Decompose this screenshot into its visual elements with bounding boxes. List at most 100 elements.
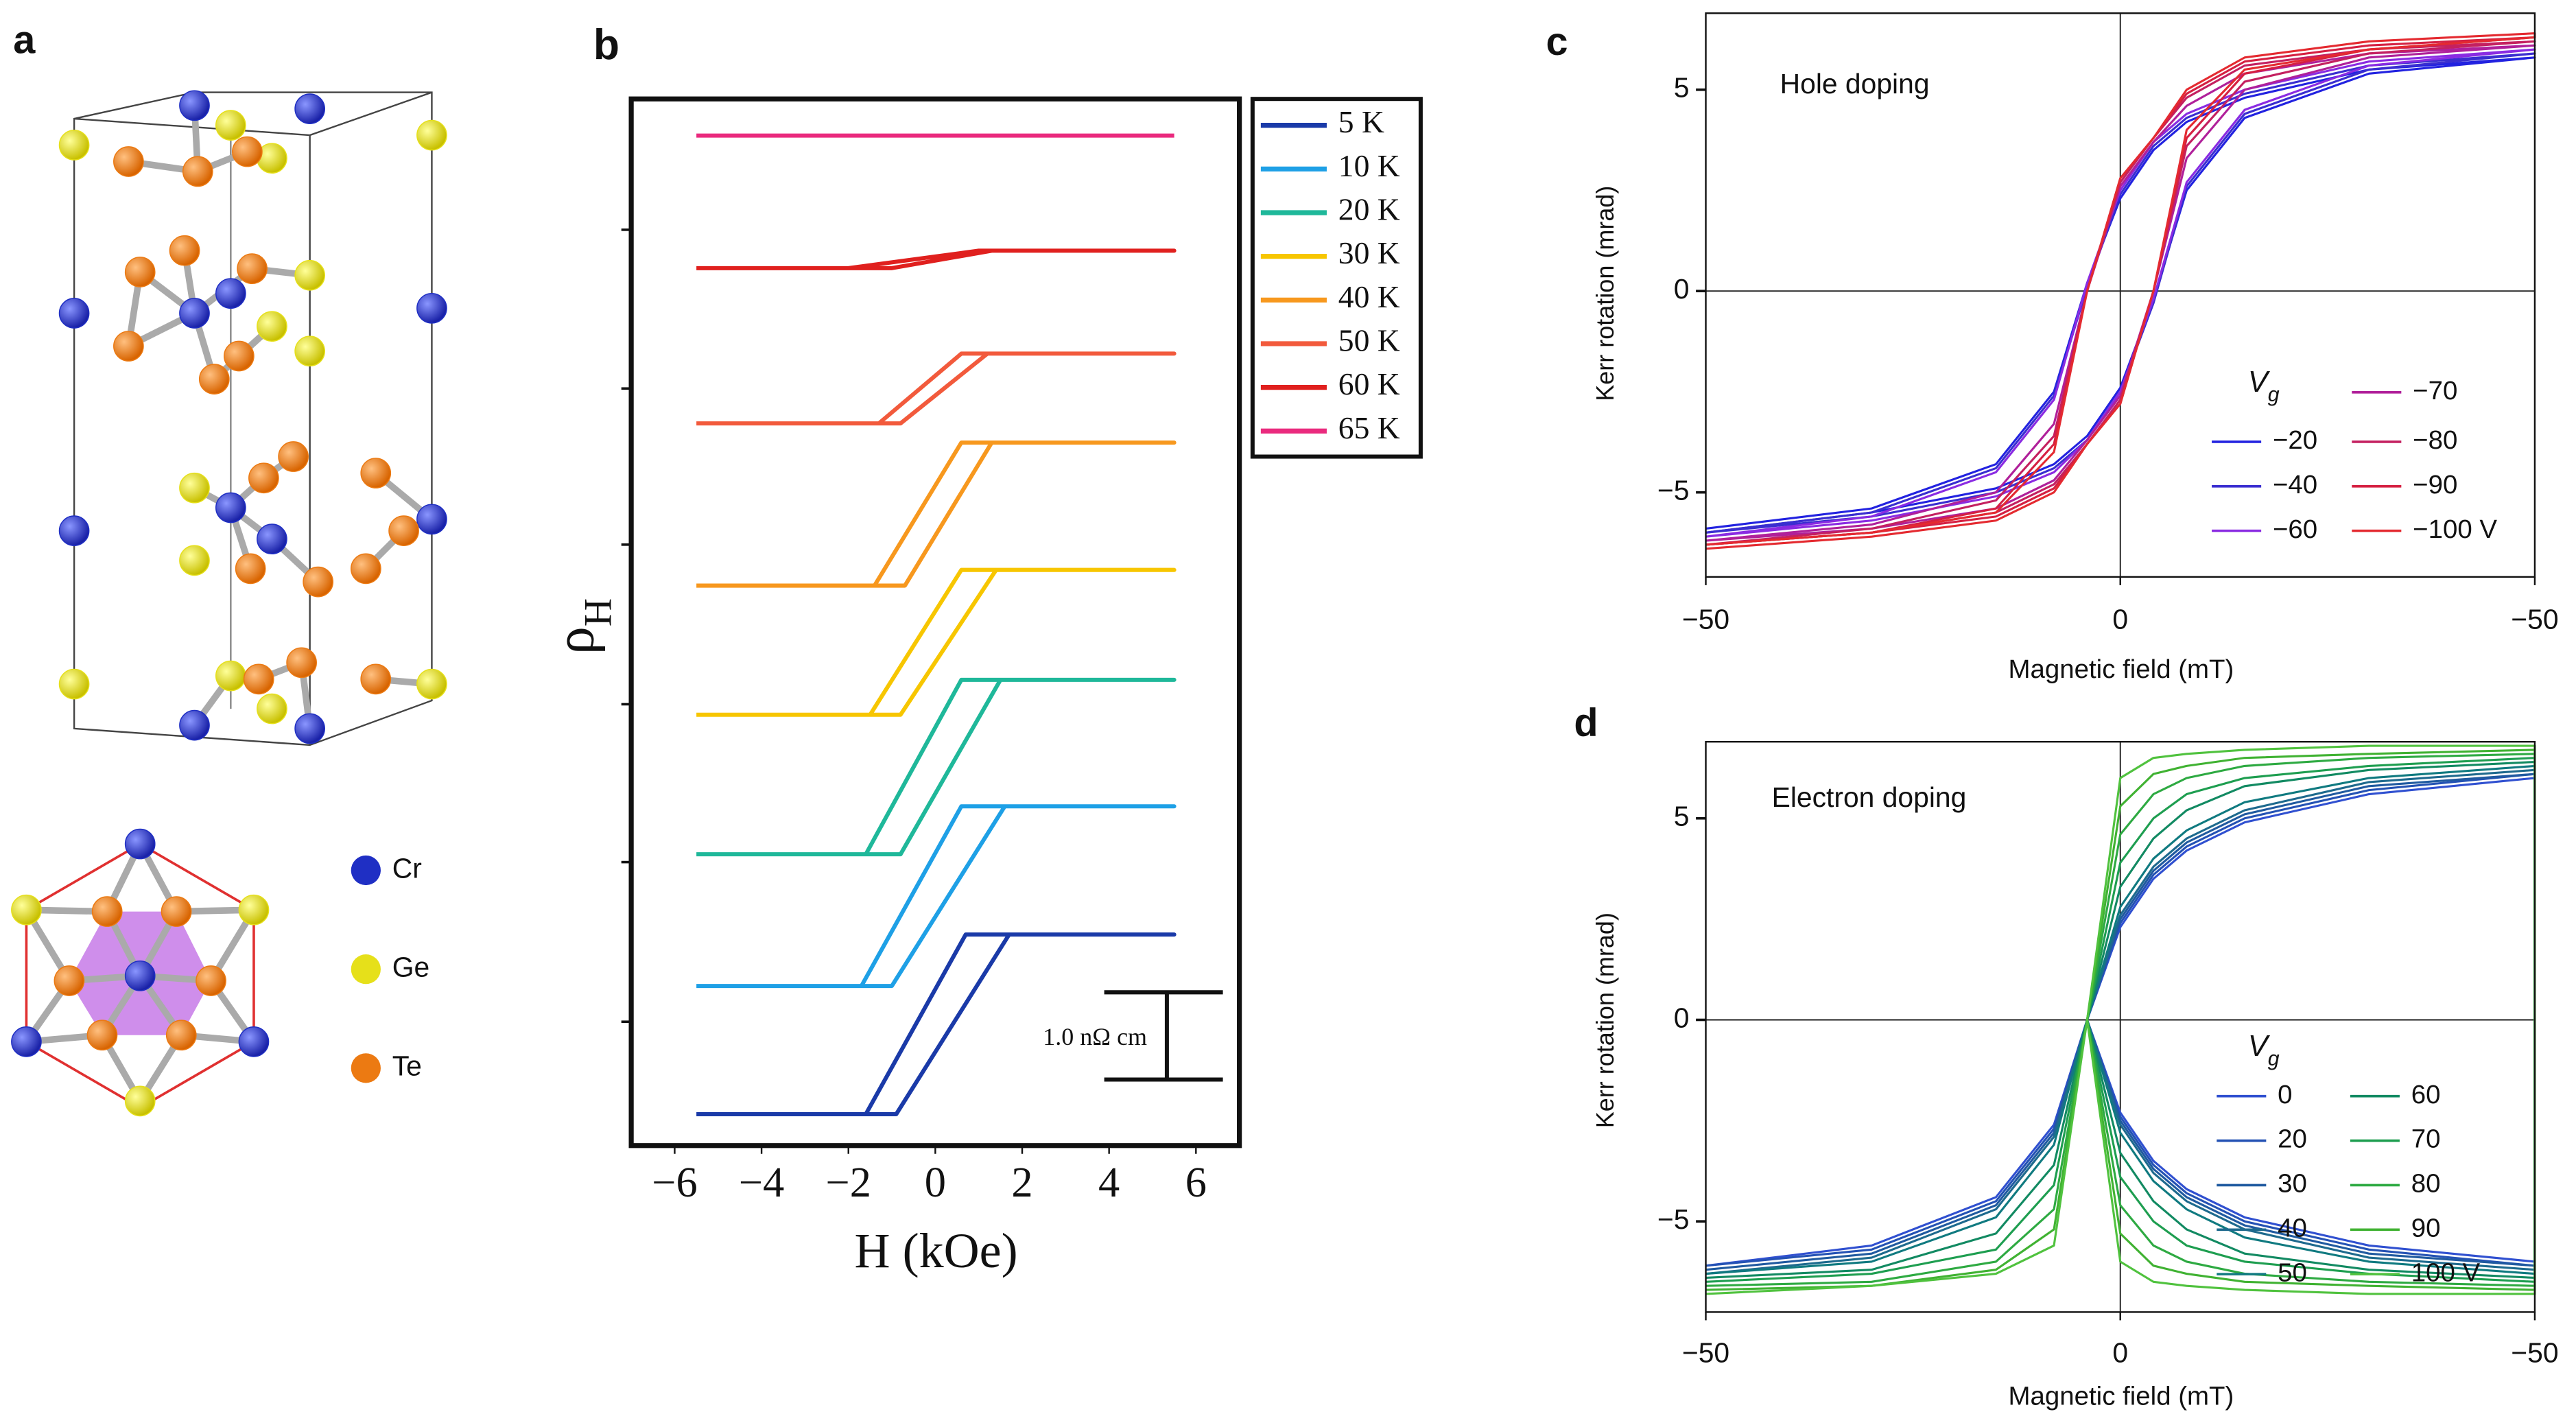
y-tick-label: 0 — [1674, 1002, 1690, 1033]
y-tick-label: 0 — [1674, 273, 1690, 305]
legend-label: Cr — [392, 852, 422, 884]
x-tick-label: 0 — [2112, 1337, 2128, 1369]
x-axis-label: H (kOe) — [855, 1223, 1018, 1278]
atom — [58, 298, 90, 329]
y-tick-label: −5 — [1657, 1203, 1690, 1235]
legend-atom — [351, 855, 381, 886]
y-axis-label: Kerr rotation (mrad) — [1591, 912, 1619, 1128]
legend-label: −70 — [2413, 376, 2457, 405]
atom — [113, 331, 144, 362]
atom — [124, 1085, 156, 1117]
legend-label: 60 — [2411, 1080, 2441, 1109]
chart-panel: b −6 −4 −2 0 2 4 6 H (kOe) ρH 1.0 nΩ cm 5 K 10 K 20 K… — [543, 21, 1423, 1278]
legend-label: 0 — [2278, 1080, 2292, 1109]
series-line — [696, 440, 1177, 588]
atom — [360, 663, 392, 695]
legend-label: 20 — [2278, 1124, 2307, 1154]
unit-cell — [73, 91, 433, 746]
atom — [179, 472, 210, 504]
legend-label: −90 — [2413, 470, 2457, 499]
atom — [198, 364, 230, 394]
x-tick-label: 6 — [1185, 1158, 1207, 1206]
series-line — [696, 248, 1177, 270]
y-axis-label: Kerr rotation (mrad) — [1591, 186, 1619, 401]
atom — [113, 146, 144, 177]
axes-frame — [628, 96, 1242, 1149]
series-line — [696, 677, 1177, 857]
legend-label: 60 K — [1338, 366, 1400, 401]
legend-label: 30 — [2278, 1169, 2307, 1199]
atom — [179, 298, 210, 329]
x-tick-label: 0 — [2112, 604, 2128, 635]
legend-label: 40 K — [1338, 279, 1400, 314]
atom — [248, 462, 279, 494]
legend-label: 100 V — [2411, 1258, 2481, 1287]
atom — [294, 93, 325, 124]
atom — [124, 828, 156, 860]
y-tick-label: 5 — [1674, 801, 1690, 832]
x-tick-label: −6 — [652, 1158, 697, 1206]
legend-label: 5 K — [1338, 104, 1384, 139]
x-tick-label: −50 — [2511, 1337, 2558, 1369]
legend-label: 10 K — [1338, 148, 1400, 183]
y-tick-label: −5 — [1657, 474, 1690, 506]
atom — [388, 515, 419, 546]
legend-atom — [351, 954, 381, 985]
unit-cell-edge — [74, 91, 432, 137]
axes-frame — [1705, 12, 2536, 578]
atom — [243, 663, 274, 695]
legend-label: 65 K — [1338, 410, 1400, 445]
x-axis-label: Magnetic field (mT) — [2009, 655, 2234, 684]
atom — [232, 136, 263, 167]
atom — [179, 709, 210, 741]
panel-label: b — [593, 21, 619, 69]
legend-label: 50 — [2278, 1258, 2307, 1287]
atom — [58, 130, 90, 161]
legend-box — [1250, 97, 1423, 459]
x-tick-label: 4 — [1098, 1158, 1120, 1206]
atom — [124, 960, 156, 991]
x-tick-label: −50 — [1682, 604, 1729, 635]
atom — [294, 259, 325, 291]
annotation: Electron doping — [1772, 781, 1967, 813]
y-axis-label: ρH — [543, 598, 619, 655]
legend-label: 50 K — [1338, 322, 1400, 357]
atom — [224, 340, 255, 372]
atom — [58, 668, 90, 700]
legend-label: 80 — [2411, 1169, 2441, 1199]
atom — [182, 156, 213, 187]
atom — [124, 257, 156, 287]
legend-label: −60 — [2273, 515, 2317, 544]
annotation: Hole doping — [1780, 68, 1930, 99]
x-tick-label: −4 — [739, 1158, 784, 1206]
legend-label: −80 — [2413, 425, 2457, 455]
atom — [215, 492, 246, 523]
x-tick-label: −2 — [826, 1158, 871, 1206]
series-line — [696, 932, 1177, 1116]
atom — [91, 896, 123, 927]
atom — [286, 647, 317, 679]
atom — [237, 253, 268, 284]
panel-label: a — [13, 19, 36, 62]
atom — [257, 523, 287, 554]
series-line — [696, 567, 1177, 717]
x-tick-label: 2 — [1011, 1158, 1032, 1206]
legend-label: Ge — [392, 951, 429, 982]
crystal-structure: a Cr Ge Te — [11, 19, 447, 1117]
legend-label: −20 — [2273, 425, 2317, 455]
atom — [416, 292, 447, 324]
atom — [58, 515, 90, 546]
series-line — [696, 351, 1177, 426]
atom — [86, 1020, 118, 1051]
legend-label: −100 V — [2413, 515, 2497, 544]
atom — [257, 311, 287, 342]
atom — [215, 110, 246, 141]
legend-title: Vg — [2248, 366, 2280, 405]
atom — [278, 441, 309, 472]
atom — [215, 278, 246, 309]
atom — [11, 894, 42, 926]
